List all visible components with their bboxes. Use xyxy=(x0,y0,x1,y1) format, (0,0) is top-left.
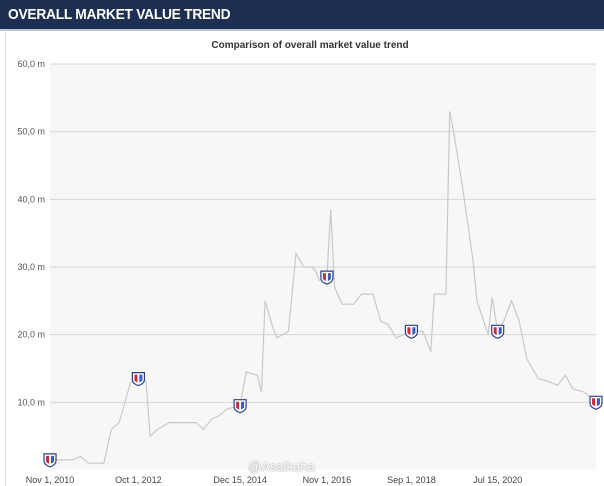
x-axis-ticks: Nov 1, 2010 Oct 1, 2012 Dec 15, 2014 Nov 1,… xyxy=(26,475,523,485)
club-crest-marker[interactable] xyxy=(404,324,418,339)
grid-lines xyxy=(50,63,596,403)
y-tick-label: 60,0 m xyxy=(17,59,45,69)
club-crest-marker[interactable] xyxy=(491,324,505,339)
y-tick-label: 50,0 m xyxy=(17,127,45,137)
club-markers xyxy=(43,270,603,468)
club-crest-marker[interactable] xyxy=(131,372,145,387)
y-tick-label: 40,0 m xyxy=(17,194,45,204)
club-crest-marker[interactable] xyxy=(233,399,247,414)
club-crest-marker[interactable] xyxy=(43,453,57,468)
x-tick-label: Nov 1, 2016 xyxy=(303,475,352,485)
y-axis-ticks: 10,0 m 20,0 m 30,0 m 40,0 m 50,0 m 60,0 m xyxy=(17,59,45,407)
club-crest-marker[interactable] xyxy=(320,270,334,285)
watermark-text: @Asalkaha xyxy=(248,459,315,474)
chart-title: Comparison of overall market value trend xyxy=(211,40,409,51)
x-tick-label: Sep 1, 2018 xyxy=(387,475,436,485)
y-tick-label: 10,0 m xyxy=(17,397,45,407)
x-tick-label: Dec 15, 2014 xyxy=(213,475,267,485)
y-tick-label: 20,0 m xyxy=(17,330,45,340)
x-tick-label: Oct 1, 2012 xyxy=(115,475,162,485)
y-tick-label: 30,0 m xyxy=(17,262,45,272)
club-crest-marker[interactable] xyxy=(589,395,603,410)
x-tick-label: Nov 1, 2010 xyxy=(26,475,75,485)
x-tick-label: Jul 15, 2020 xyxy=(473,475,522,485)
section-header: OVERALL MARKET VALUE TREND xyxy=(0,0,604,31)
section-title: OVERALL MARKET VALUE TREND xyxy=(8,6,231,23)
